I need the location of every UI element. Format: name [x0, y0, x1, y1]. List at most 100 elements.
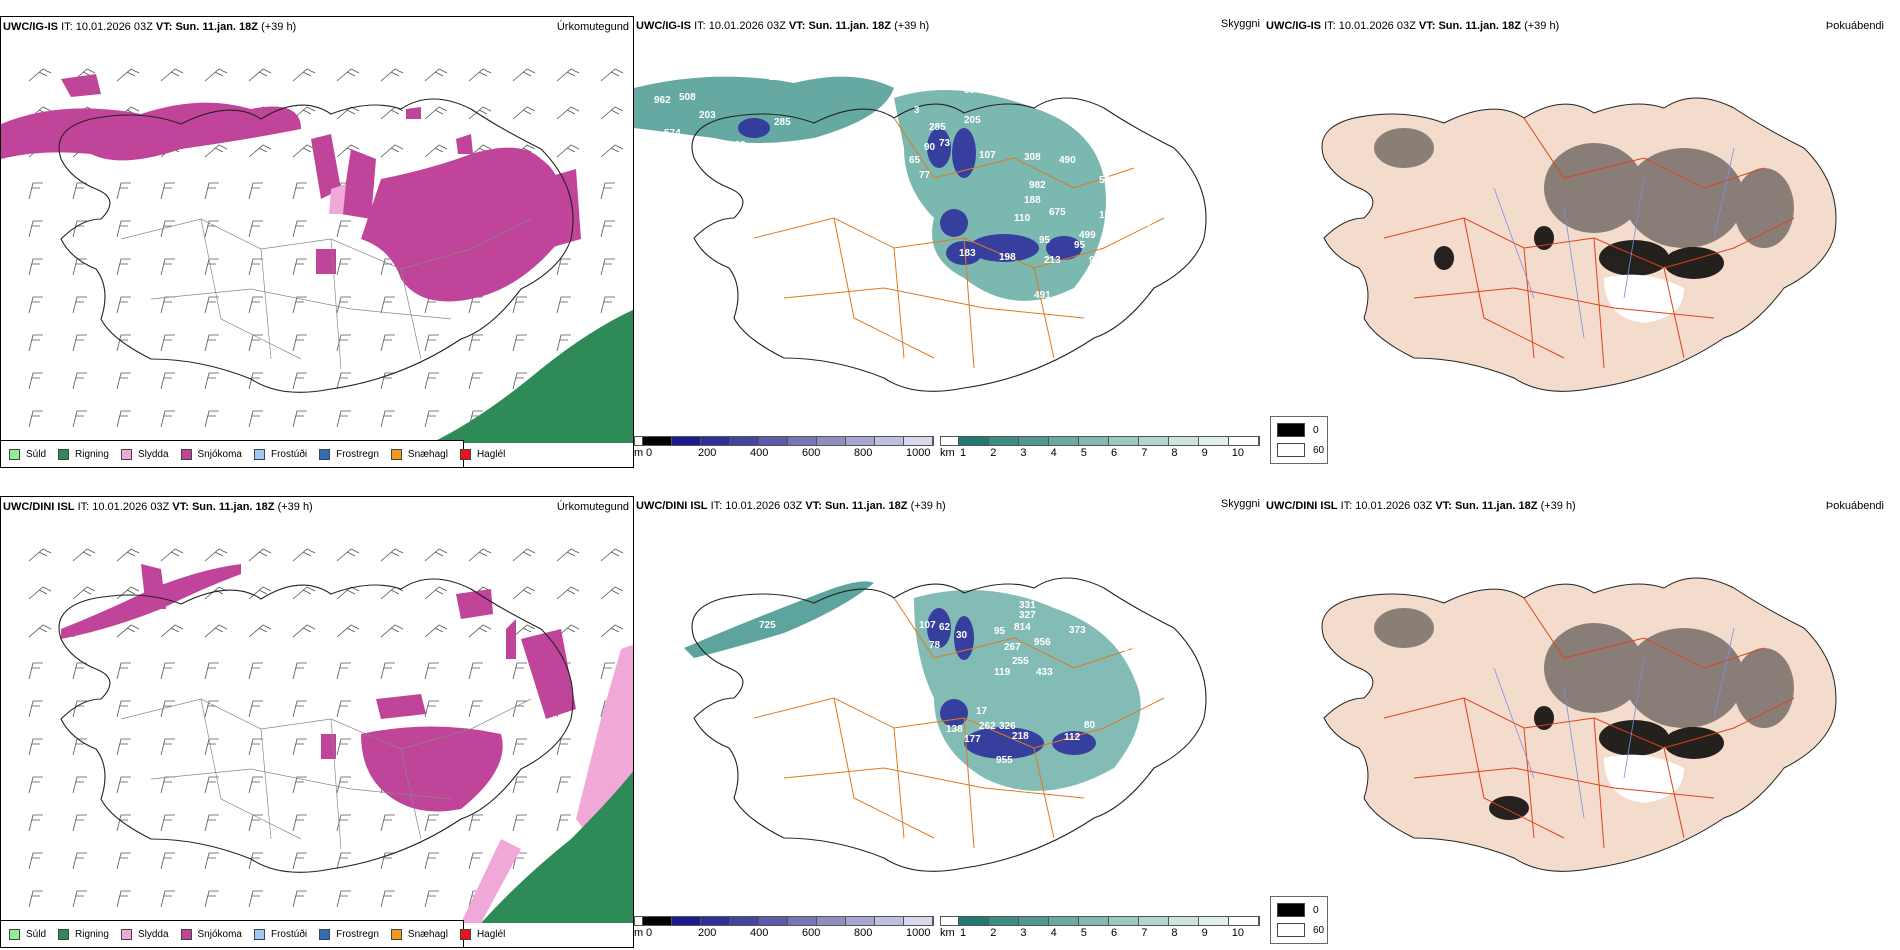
visibility-value: 962 [654, 95, 671, 106]
visibility-value: 285 [774, 117, 791, 128]
colorbar-tick: 4 [1050, 447, 1057, 459]
wind-barb [248, 68, 272, 82]
legend-item: Frostregn [319, 928, 379, 940]
roads [120, 218, 532, 370]
wind-barb [248, 738, 263, 756]
visibility-value: 203 [699, 110, 716, 121]
visibility-colorbar-m: m 0 200 400 600 800 1000 [634, 916, 934, 940]
visibility-value: 21 [919, 75, 931, 86]
wind-barb [72, 296, 87, 314]
wind-barb [116, 182, 131, 200]
fog-legend-swatch [1277, 903, 1305, 917]
slydda-area [461, 644, 633, 923]
coastline [58, 98, 574, 393]
colorbar-tick: 7 [1141, 447, 1148, 459]
wind-barb [292, 334, 307, 352]
wind-barb [292, 144, 316, 158]
visibility-value: 73 [939, 138, 951, 149]
wind-barb [116, 700, 131, 718]
wind-barb [160, 258, 175, 276]
wind-barb [292, 258, 307, 276]
wind-barb [380, 410, 395, 428]
wind-barb [292, 182, 307, 200]
wind-barb [248, 890, 263, 908]
visibility-value: 95 [994, 626, 1006, 637]
visibility-colorbar-m: m 0 200 400 600 800 1000 [634, 436, 934, 460]
wind-barb [600, 624, 624, 638]
legend-swatch [180, 448, 192, 460]
coastline [58, 578, 574, 873]
panel-title: UWC/DINI ISL IT: 10.01.2026 03Z VT: Sun.… [636, 500, 946, 512]
roads [753, 117, 1165, 369]
visibility-value: 65 [909, 155, 921, 166]
visibility-value: 267 [1004, 642, 1021, 653]
colorbar-cell [845, 917, 875, 925]
wind-barb [556, 738, 571, 756]
visibility-value: 71 [889, 180, 901, 191]
visibility-value: 112 [1064, 732, 1081, 743]
wind-barb [600, 144, 624, 158]
colorbar-cell [642, 917, 672, 925]
wind-barb [248, 700, 263, 718]
wind-barb [204, 890, 219, 908]
wind-barb [72, 220, 87, 238]
wind-barb [204, 68, 228, 82]
fog-map [1321, 577, 1837, 872]
colorbar-tick: 5 [1080, 447, 1087, 459]
wind-barb [160, 700, 175, 718]
colorbar-cell [1078, 437, 1109, 445]
fog-legend: 0 60 [1270, 896, 1328, 944]
visibility-value: 180 [729, 140, 746, 151]
visibility-value: 304 [789, 588, 806, 599]
colorbar-cell [787, 437, 817, 445]
wind-barb [380, 548, 404, 562]
wind-barb [248, 372, 263, 390]
legend-item: Snjókoma [180, 448, 242, 460]
wind-barb [248, 852, 263, 870]
snow-areas [1, 74, 581, 302]
wind-barb [160, 852, 175, 870]
visibility-value: 572 [724, 600, 741, 611]
fog-legend-item: 0 [1277, 423, 1319, 437]
legend-label: Haglél [476, 448, 506, 460]
roads [753, 597, 1165, 849]
wind-barb [556, 548, 580, 562]
legend-label: Rigning [75, 448, 109, 460]
wind-barb [336, 662, 351, 680]
colorbar-tick: 10 [1231, 927, 1245, 939]
colorbar-cell [700, 437, 730, 445]
glacier-area [1604, 274, 1684, 323]
visibility-value: 675 [1049, 207, 1066, 218]
colorbar-tick: 800 [854, 447, 873, 459]
colorbar-cell [845, 437, 875, 445]
legend-label: Frostregn [336, 928, 379, 940]
legend-swatch [58, 448, 70, 460]
wind-barb [248, 662, 263, 680]
legend-label: Slydda [137, 928, 169, 940]
panel-name: Skyggni [1220, 498, 1260, 510]
wind-barb [336, 548, 360, 562]
colorbar-cell [874, 917, 904, 925]
visibility-value: 177 [964, 734, 981, 745]
visibility-value: 213 [1044, 255, 1061, 266]
wind-barb [160, 548, 184, 562]
colorbar-tick: 9 [1201, 447, 1208, 459]
colorbar-cell [1018, 917, 1049, 925]
visibility-value: 955 [996, 755, 1013, 766]
wind-barb [204, 776, 219, 794]
visibility-value: 183 [959, 248, 976, 259]
wind-barb [72, 776, 87, 794]
colorbar-tick: 2 [990, 927, 997, 939]
wind-barb [556, 68, 580, 82]
wind-barb [424, 662, 439, 680]
wind-barb [600, 586, 624, 600]
legend-swatch [459, 448, 471, 460]
visibility-panel-dini: UWC/DINI ISL IT: 10.01.2026 03Z VT: Sun.… [634, 496, 1264, 948]
wind-barb [468, 548, 492, 562]
legend-item: Rigning [58, 928, 109, 940]
wind-barb [72, 700, 87, 718]
wind-barb [160, 662, 175, 680]
colorbar-cell [874, 437, 904, 445]
wind-barb [556, 334, 571, 352]
visibility-value: 163 [1124, 185, 1141, 196]
